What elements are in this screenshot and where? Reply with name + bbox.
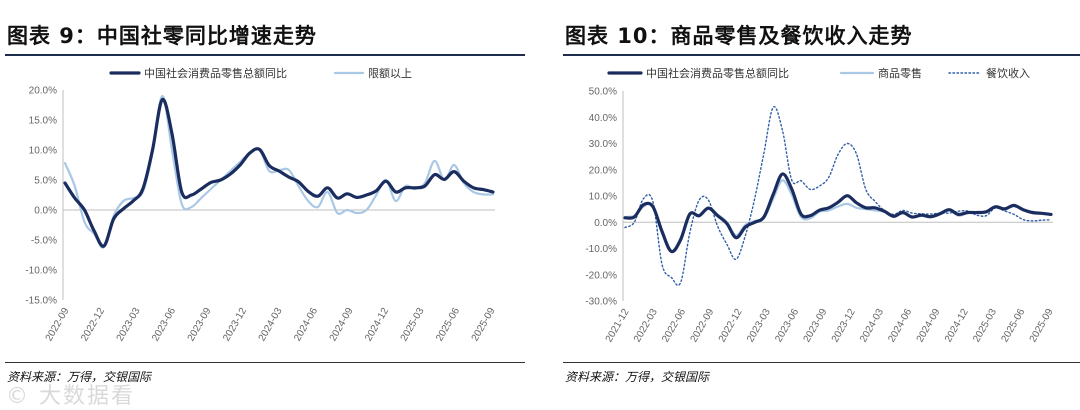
- x-tick-label: 2024-03: [858, 307, 886, 345]
- y-tick-label: 50.0%: [589, 87, 617, 98]
- chart-panel-left: 图表 9：中国社零同比增速走势 20.0% 15.0% 10.0% 5.0% 0.0% -…: [5, 0, 525, 406]
- x-tick-label: 2025-06: [999, 307, 1027, 345]
- legend-label-1: 限额以上: [368, 67, 412, 80]
- x-tick-label: 2023-06: [773, 307, 801, 345]
- x-tick-label: 2023-06: [150, 306, 178, 344]
- y-tick-label: 10.0%: [29, 146, 57, 157]
- series-line-0: [623, 172, 1053, 254]
- chart-title: 图表 9：中国社零同比增速走势: [7, 24, 317, 48]
- y-tick-label: 0.0%: [34, 206, 57, 217]
- x-tick-label: 2024-06: [886, 307, 914, 345]
- series-line-0: [63, 97, 495, 248]
- x-tick-label: 2025-06: [434, 306, 462, 344]
- x-tick-label: 2022-09: [689, 307, 717, 345]
- x-tick-label: 2022-12: [717, 307, 745, 345]
- source-note: 资料来源：万得，交银国际: [565, 370, 710, 384]
- x-tick-label: 2023-12: [221, 306, 249, 344]
- y-tick-label: -15.0%: [25, 296, 57, 307]
- x-tick-label: 2024-06: [292, 306, 320, 344]
- source-note: 资料来源：万得，交银国际: [7, 370, 152, 384]
- x-tick-label: 2021-12: [604, 307, 632, 345]
- x-tick-label: 2023-09: [186, 306, 214, 344]
- y-tick-label: -5.0%: [31, 236, 57, 247]
- y-tick-label: 20.0%: [589, 165, 617, 176]
- line-chart-retail-sales-growth: 20.0% 15.0% 10.0% 5.0% 0.0% -5.0% -10.0% -15.0%…: [25, 66, 498, 344]
- legend-label-1: 商品零售: [878, 66, 922, 80]
- y-tick-label: -30.0%: [585, 297, 617, 308]
- chart-title: 图表 10：商品零售及餐饮收入走势: [565, 24, 913, 48]
- x-tick-label: 2023-03: [115, 306, 143, 344]
- title-rule: [5, 54, 525, 56]
- y-tick-label: 0.0%: [594, 218, 617, 229]
- x-tick-label: 2024-03: [257, 306, 285, 344]
- series-line-2: [624, 105, 1052, 287]
- y-tick-label: 30.0%: [589, 139, 617, 150]
- x-tick-label: 2022-06: [660, 307, 688, 345]
- line-chart-goods-catering: 50.0% 40.0% 30.0% 20.0% 10.0% 0.0% -10.0% -20.0…: [585, 66, 1056, 345]
- y-tick-label: 10.0%: [589, 192, 617, 203]
- x-tick-label: 2022-03: [632, 307, 660, 345]
- x-tick-label: 2022-09: [44, 306, 72, 344]
- legend-label-0: 中国社会消费品零售总额同比: [144, 66, 287, 80]
- x-tick-label: 2025-09: [1028, 307, 1056, 345]
- x-tick-label: 2024-09: [328, 306, 356, 344]
- y-tick-label: 20.0%: [29, 86, 57, 97]
- x-tick-label: 2025-09: [470, 306, 498, 344]
- x-tick-label: 2023-09: [802, 307, 830, 345]
- x-tick-label: 2023-12: [830, 307, 858, 345]
- x-tick-label: 2025-03: [399, 306, 427, 344]
- y-tick-label: -20.0%: [585, 270, 617, 281]
- x-tick-label: 2024-12: [363, 306, 391, 344]
- y-tick-label: -10.0%: [585, 244, 617, 255]
- y-tick-label: -10.0%: [25, 266, 57, 277]
- x-tick-label: 2023-03: [745, 307, 773, 345]
- chart-panel-right: 图表 10：商品零售及餐饮收入走势 50.0% 40.0% 30.0% 20.0% 10…: [563, 0, 1080, 406]
- y-tick-label: 40.0%: [589, 113, 617, 124]
- source-rule: [5, 362, 525, 363]
- x-tick-label: 2024-09: [915, 307, 943, 345]
- x-tick-label: 2025-03: [971, 307, 999, 345]
- y-tick-label: 15.0%: [29, 116, 57, 127]
- legend-label-2: 餐饮收入: [986, 66, 1030, 80]
- x-tick-label: 2024-12: [943, 307, 971, 345]
- x-tick-label: 2022-12: [79, 306, 107, 344]
- title-rule: [563, 54, 1080, 56]
- legend-label-0: 中国社会消费品零售总额同比: [646, 66, 789, 80]
- watermark-text: © 大数据看: [6, 384, 135, 409]
- source-rule: [563, 362, 1080, 363]
- y-tick-label: 5.0%: [34, 176, 57, 187]
